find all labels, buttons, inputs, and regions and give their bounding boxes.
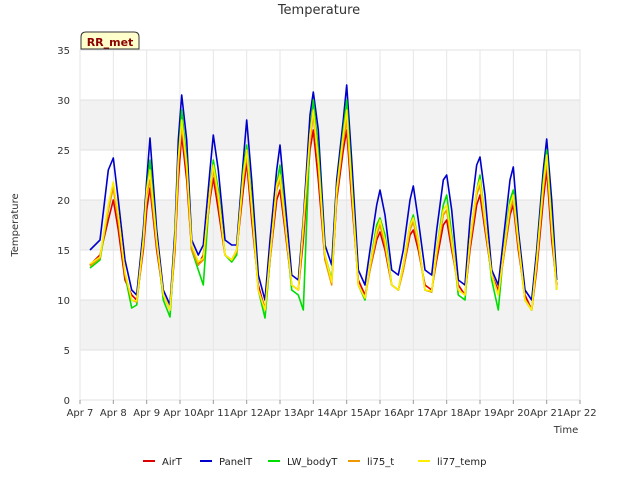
plot-bands (80, 100, 580, 350)
x-tick-label: Apr 16 (363, 408, 396, 419)
x-axis-label: Time (553, 425, 578, 436)
legend-label: AirT (162, 457, 183, 468)
y-axis-ticks: 0 5 10 15 20 25 30 35 (57, 46, 70, 407)
x-tick-label: Apr 7 (67, 408, 94, 419)
x-tick-label: Apr 8 (100, 408, 127, 419)
x-tick-label: Apr 22 (563, 408, 596, 419)
x-tick-label: Apr 14 (297, 408, 330, 419)
y-tick-label: 20 (57, 196, 70, 207)
legend-label: li75_t (367, 457, 394, 468)
x-tick-label: Apr 13 (263, 408, 296, 419)
y-tick-label: 10 (57, 296, 70, 307)
station-badge-box (80, 31, 140, 50)
plot-band (80, 300, 580, 350)
x-tick-label: Apr 9 (133, 408, 160, 419)
x-tick-label: Apr 15 (330, 408, 363, 419)
y-tick-label: 0 (64, 396, 70, 407)
y-axis-label: Temperature (10, 193, 21, 257)
x-tick-label: Apr 20 (497, 408, 530, 419)
x-tick-label: Apr 19 (463, 408, 496, 419)
legend: AirT PanelT LW_bodyT li75_t li77_temp (143, 457, 486, 468)
x-tick-label: Apr 11 (197, 408, 230, 419)
x-tick-label: Apr 17 (397, 408, 430, 419)
station-badge: RR_met (80, 31, 140, 50)
station-badge-label: RR_met (87, 36, 134, 49)
plot-band (80, 200, 580, 250)
y-tick-label: 35 (57, 46, 70, 57)
y-tick-label: 15 (57, 246, 70, 257)
y-tick-label: 30 (57, 96, 70, 107)
plot-band (80, 100, 580, 150)
x-tick-label: Apr 21 (530, 408, 563, 419)
legend-label: LW_bodyT (287, 457, 338, 468)
x-tick-label: Apr 10 (163, 408, 196, 419)
legend-label: PanelT (219, 457, 253, 468)
chart-title: Temperature (277, 3, 360, 18)
series-lines (89, 84, 558, 319)
series-line-li77-temp (89, 109, 558, 311)
x-axis-ticks: Apr 7 Apr 8 Apr 9 Apr 10 Apr 11 Apr 12 Apr 13 A… (67, 400, 597, 419)
y-tick-label: 25 (57, 146, 70, 157)
x-tick-label: Apr 18 (430, 408, 463, 419)
x-tick-label: Apr 12 (230, 408, 263, 419)
legend-label: li77_temp (437, 457, 486, 468)
y-tick-label: 5 (64, 346, 70, 357)
